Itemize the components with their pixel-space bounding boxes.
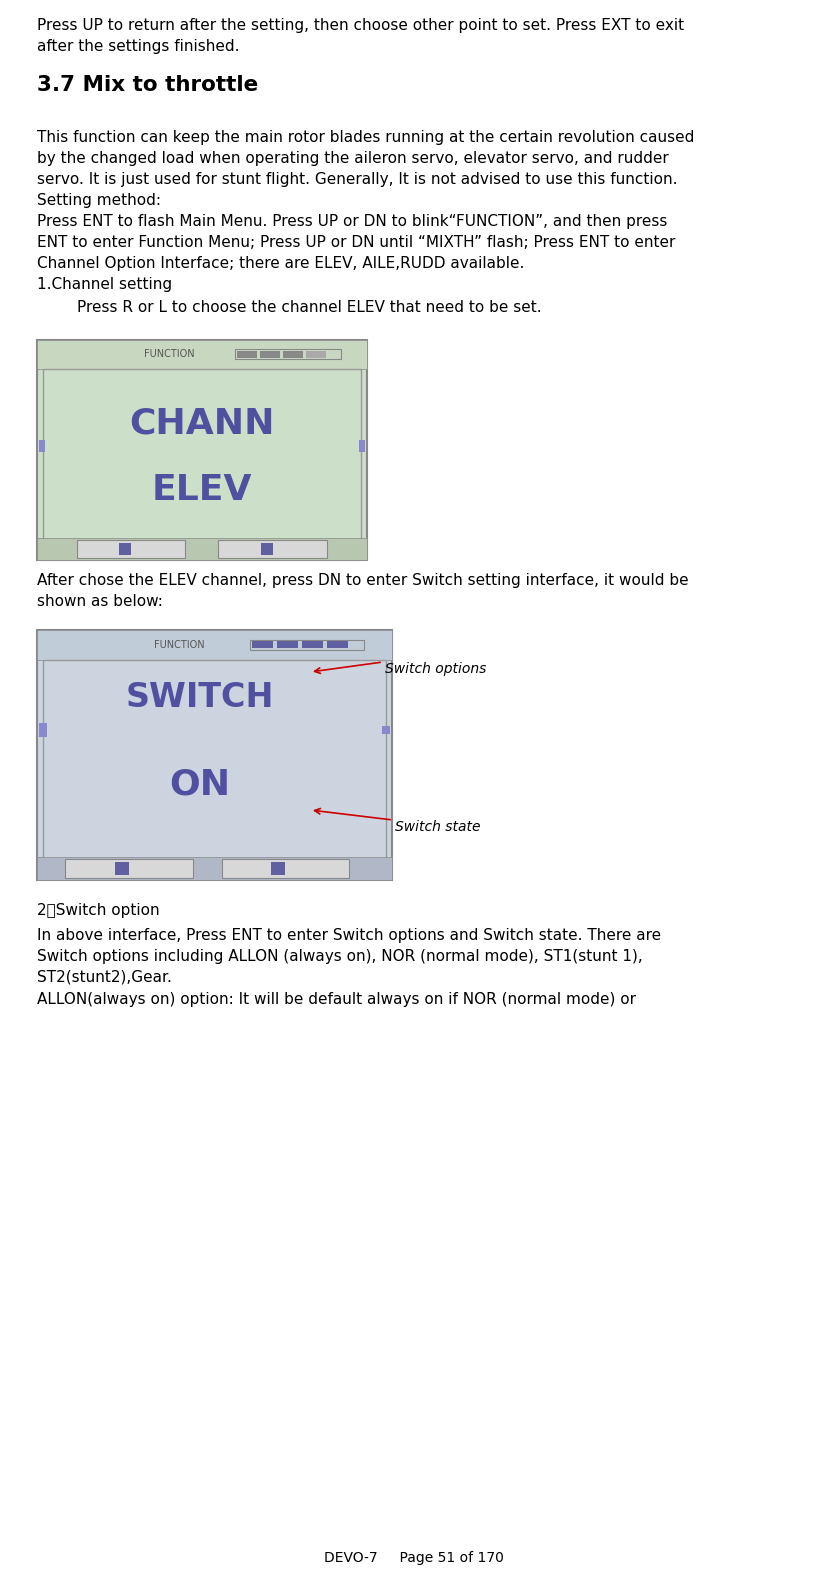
Bar xyxy=(222,860,349,878)
Bar xyxy=(271,862,285,875)
Bar xyxy=(115,862,129,875)
Bar xyxy=(77,540,185,558)
Bar xyxy=(37,339,366,561)
Bar xyxy=(37,339,366,368)
Text: Press ENT to flash Main Menu. Press UP or DN to blink“FUNCTION”, and then press: Press ENT to flash Main Menu. Press UP o… xyxy=(37,213,667,229)
Text: Switch options including ALLON (always on), NOR (normal mode), ST1(stunt 1),: Switch options including ALLON (always o… xyxy=(37,949,642,964)
Text: ALLON(always on) option: It will be default always on if NOR (normal mode) or: ALLON(always on) option: It will be defa… xyxy=(37,992,635,1007)
Text: ON: ON xyxy=(170,768,231,801)
Bar xyxy=(306,350,326,358)
Text: ENT to enter Function Menu; Press UP or DN until “MIXTH” flash; Press ENT to ent: ENT to enter Function Menu; Press UP or … xyxy=(37,236,675,250)
Bar xyxy=(326,642,347,648)
Bar xyxy=(39,440,45,451)
Text: 1.Channel setting: 1.Channel setting xyxy=(37,277,172,292)
Text: DEVO-7     Page 51 of 170: DEVO-7 Page 51 of 170 xyxy=(323,1552,504,1564)
Text: 2）Switch option: 2）Switch option xyxy=(37,903,160,918)
Text: This function can keep the main rotor blades running at the certain revolution c: This function can keep the main rotor bl… xyxy=(37,131,694,145)
Text: Switch state: Switch state xyxy=(394,820,480,835)
Text: Channel Option Interface; there are ELEV, AILE,RUDD available.: Channel Option Interface; there are ELEV… xyxy=(37,256,523,271)
Bar xyxy=(37,857,391,879)
Text: After chose the ELEV channel, press DN to enter Switch setting interface, it wou: After chose the ELEV channel, press DN t… xyxy=(37,573,688,588)
Bar xyxy=(218,540,327,558)
Text: SWITCH: SWITCH xyxy=(126,680,275,714)
Bar xyxy=(250,640,363,650)
Bar xyxy=(237,350,256,358)
Bar xyxy=(37,538,366,561)
Text: Setting method:: Setting method: xyxy=(37,193,160,209)
Bar xyxy=(301,642,323,648)
Bar xyxy=(43,660,385,875)
Text: CHANN: CHANN xyxy=(129,406,275,441)
Text: by the changed load when operating the aileron servo, elevator servo, and rudder: by the changed load when operating the a… xyxy=(37,151,668,166)
Bar xyxy=(119,543,131,554)
Text: Press R or L to choose the channel ELEV that need to be set.: Press R or L to choose the channel ELEV … xyxy=(77,299,541,315)
Text: FUNCTION: FUNCTION xyxy=(154,640,204,650)
Text: Switch options: Switch options xyxy=(385,663,485,675)
Bar xyxy=(276,642,298,648)
Bar xyxy=(37,629,391,660)
Bar xyxy=(251,642,273,648)
Bar xyxy=(283,350,303,358)
Text: servo. It is just used for stunt flight. Generally, It is not advised to use thi: servo. It is just used for stunt flight.… xyxy=(37,172,676,186)
Text: ELEV: ELEV xyxy=(151,473,252,507)
Bar xyxy=(235,349,340,360)
Bar xyxy=(39,723,47,738)
Bar xyxy=(65,860,193,878)
Text: Press UP to return after the setting, then choose other point to set. Press EXT : Press UP to return after the setting, th… xyxy=(37,18,683,33)
Bar xyxy=(261,543,273,554)
Bar xyxy=(381,726,390,734)
Text: shown as below:: shown as below: xyxy=(37,594,163,609)
Text: after the settings finished.: after the settings finished. xyxy=(37,38,239,54)
Text: In above interface, Press ENT to enter Switch options and Switch state. There ar: In above interface, Press ENT to enter S… xyxy=(37,929,660,943)
Bar xyxy=(37,629,391,879)
Bar xyxy=(43,368,361,554)
Bar xyxy=(359,440,365,451)
Bar xyxy=(260,350,280,358)
Text: ST2(stunt2),Gear.: ST2(stunt2),Gear. xyxy=(37,970,172,984)
Text: 3.7 Mix to throttle: 3.7 Mix to throttle xyxy=(37,75,258,96)
Text: FUNCTION: FUNCTION xyxy=(144,349,194,360)
